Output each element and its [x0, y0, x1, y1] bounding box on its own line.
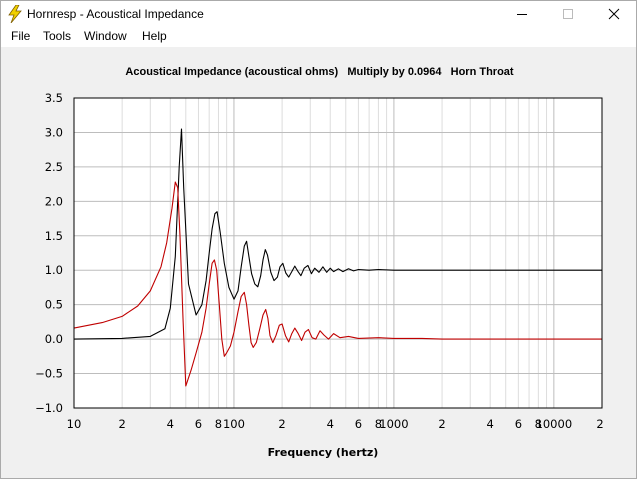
- close-button[interactable]: [591, 1, 637, 27]
- x-tick-label: 2: [278, 417, 285, 431]
- x-tick-label: 6: [515, 417, 522, 431]
- x-tick-label: 8: [375, 417, 382, 431]
- maximize-icon: [563, 9, 573, 19]
- title-bar[interactable]: Hornresp - Acoustical Impedance: [1, 1, 636, 27]
- menu-window[interactable]: Window: [84, 29, 127, 43]
- y-tick-label: 1.0: [45, 263, 63, 277]
- y-tick-label: 0.5: [45, 298, 63, 312]
- impedance-chart: Acoustical Impedance (acoustical ohms) M…: [1, 47, 636, 478]
- x-tick-label: 1000: [379, 417, 408, 431]
- y-tick-label: 2.0: [45, 194, 63, 208]
- x-tick-label: 2: [118, 417, 125, 431]
- chart-svg: 3.53.02.52.01.51.00.50.0−0.5−1.010 2 4 6 8 10…: [35, 91, 604, 459]
- x-axis-label: Frequency (hertz): [268, 446, 379, 459]
- minimize-icon: [517, 14, 527, 15]
- menu-file[interactable]: File: [11, 29, 31, 43]
- menu-tools[interactable]: Tools: [43, 29, 72, 43]
- x-tick-label: 6: [195, 417, 202, 431]
- x-tick-label: 10000: [536, 417, 573, 431]
- y-tick-label: 3.5: [45, 91, 63, 105]
- minimize-button[interactable]: [499, 1, 545, 27]
- y-tick-label: −0.5: [35, 367, 63, 381]
- maximize-button[interactable]: [545, 1, 591, 27]
- menu-help[interactable]: Help: [142, 29, 167, 43]
- x-tick-label: 100: [223, 417, 245, 431]
- close-icon: [608, 8, 620, 20]
- x-tick-label: 10: [67, 417, 82, 431]
- y-tick-label: −1.0: [35, 401, 63, 415]
- x-tick-label: 4: [327, 417, 334, 431]
- x-tick-label: 8: [215, 417, 222, 431]
- lightning-bolt-icon: [8, 5, 22, 23]
- series-line-black: [73, 128, 602, 340]
- x-tick-label: 2: [438, 417, 445, 431]
- x-tick-label: 6: [355, 417, 362, 431]
- x-tick-label: 8: [535, 417, 542, 431]
- y-tick-label: 3.0: [45, 125, 63, 139]
- series-line-red: [73, 181, 602, 387]
- window-title: Hornresp - Acoustical Impedance: [27, 7, 204, 21]
- x-tick-label: 4: [167, 417, 174, 431]
- x-tick-label: 4: [487, 417, 494, 431]
- y-tick-label: 2.5: [45, 160, 63, 174]
- plot-background: [74, 98, 602, 408]
- menu-bar: File Tools Window Help: [1, 27, 636, 47]
- chart-title: Acoustical Impedance (acoustical ohms) M…: [125, 66, 514, 78]
- plot-border: [73, 97, 603, 409]
- y-tick-label: 1.5: [45, 229, 63, 243]
- x-tick-label: 2: [596, 417, 603, 431]
- y-tick-label: 0.0: [45, 332, 63, 346]
